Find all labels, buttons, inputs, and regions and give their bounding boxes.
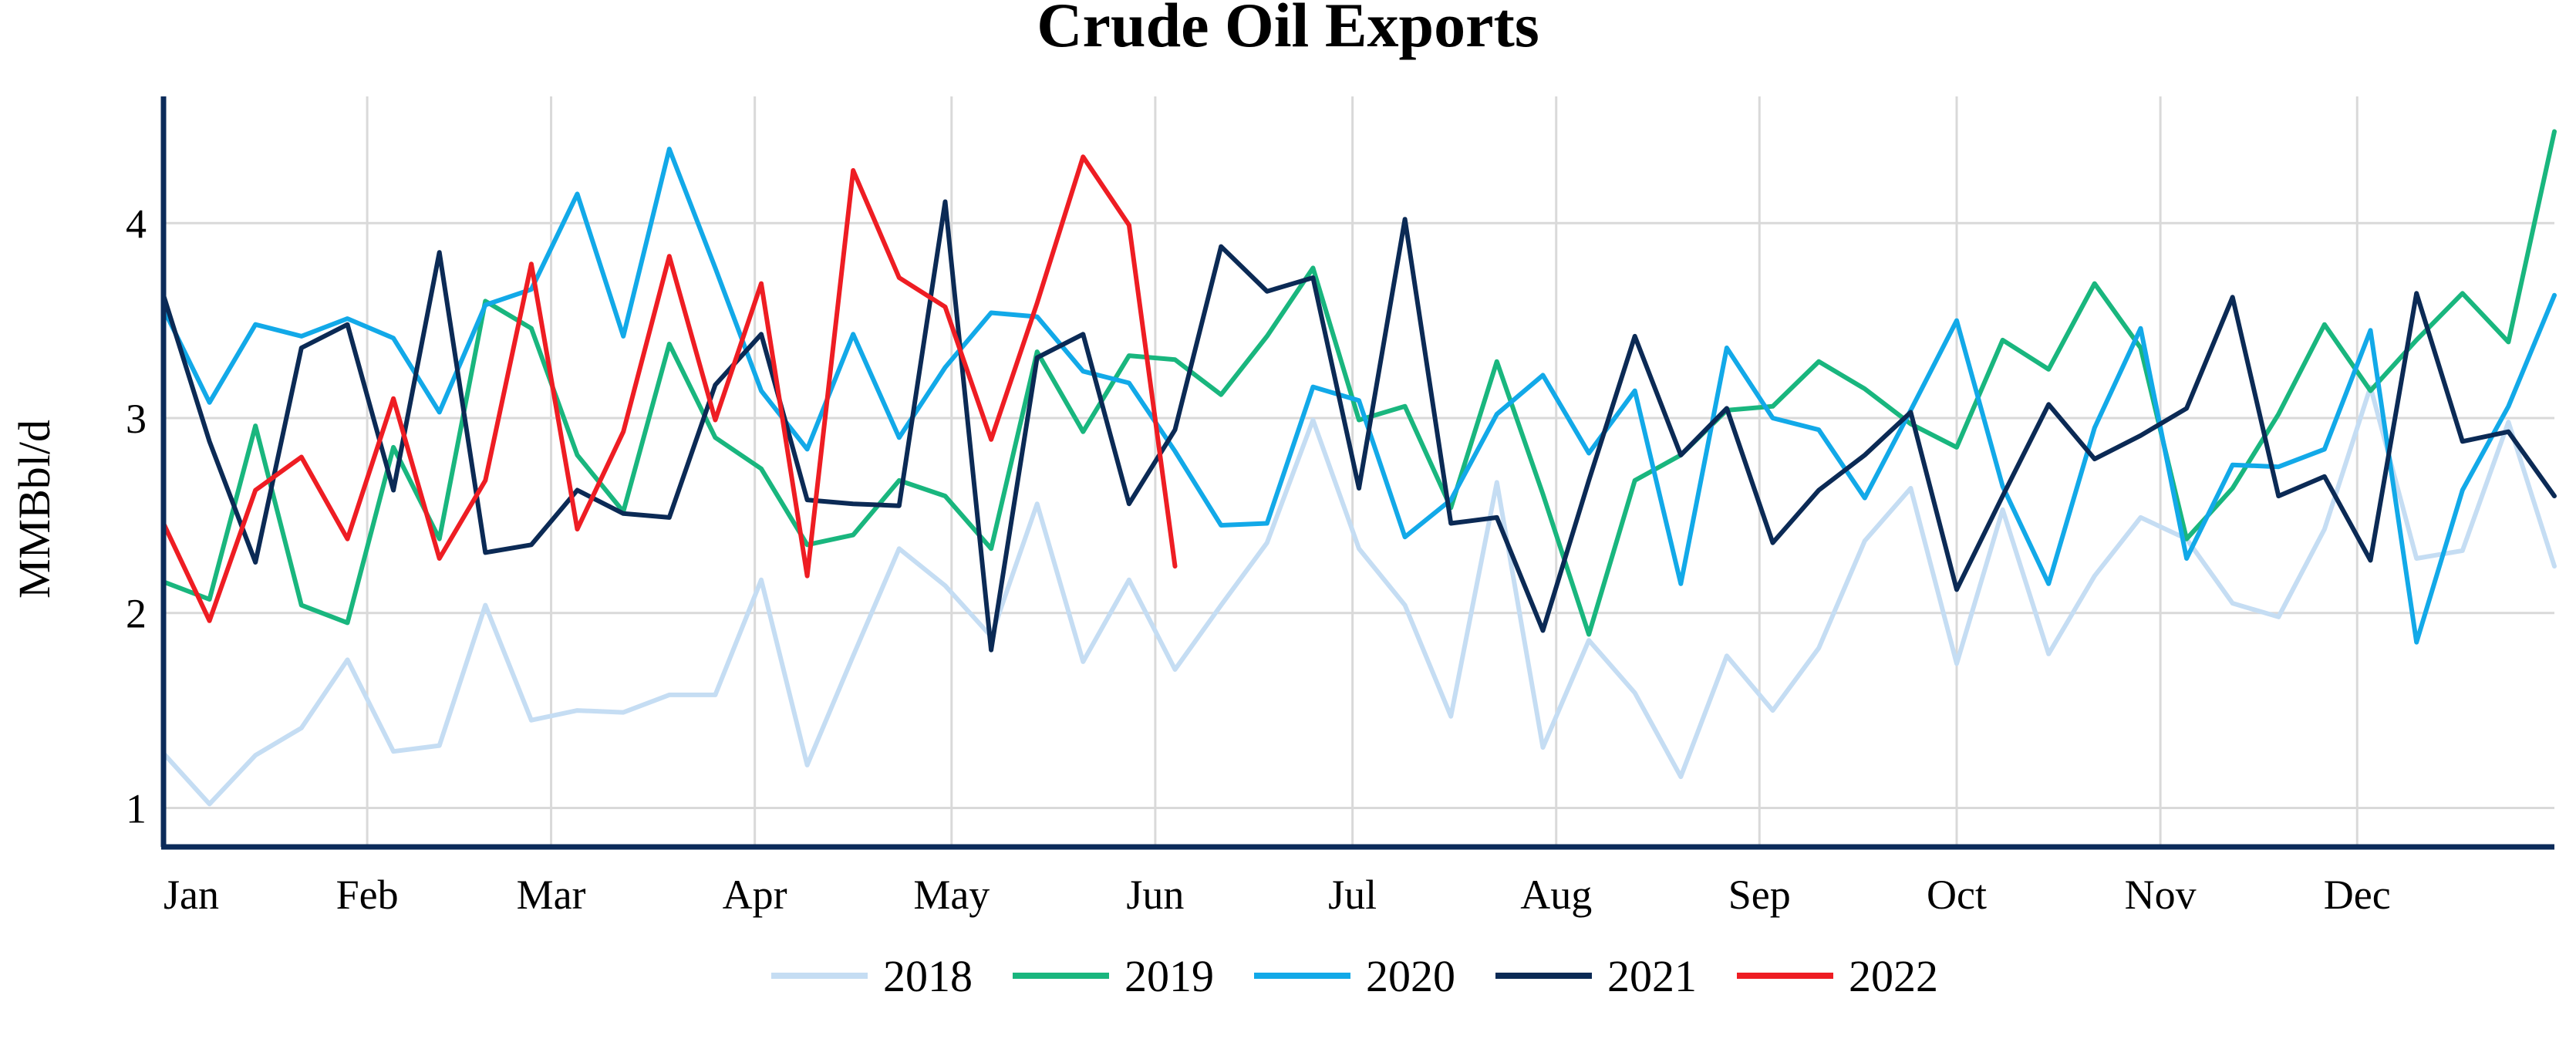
legend-label: 2019 bbox=[1124, 951, 1214, 1001]
legend-item-2021[interactable]: 2021 bbox=[1495, 951, 1697, 1001]
legend-item-2022[interactable]: 2022 bbox=[1737, 951, 1938, 1001]
series-line-2018 bbox=[161, 384, 2557, 807]
series-line-2020 bbox=[161, 147, 2557, 645]
x-tick-label: Dec bbox=[2324, 872, 2391, 918]
legend[interactable]: 2018 2019 2020 2021 2022 bbox=[771, 951, 1938, 1001]
x-tick-label: Oct bbox=[1927, 872, 1987, 918]
x-tick-label: Sep bbox=[1728, 872, 1791, 918]
y-tick-label: 3 bbox=[126, 396, 147, 442]
y-axis-label: MMBbl/d bbox=[9, 420, 59, 599]
legend-label: 2020 bbox=[1366, 951, 1455, 1001]
tick-layer: Jan Feb Mar Apr May Jun Jul Aug Sep Oct Nov Dec 1 2 3 4 bbox=[126, 201, 2391, 918]
x-tick-label: Feb bbox=[336, 872, 399, 918]
x-tick-label: Jun bbox=[1126, 872, 1184, 918]
x-tick-label: Jul bbox=[1328, 872, 1377, 918]
series-line-2021 bbox=[161, 199, 2557, 653]
chart-title: Crude Oil Exports bbox=[1037, 0, 1539, 60]
grid-layer bbox=[164, 96, 2554, 847]
legend-item-2018[interactable]: 2018 bbox=[771, 951, 973, 1001]
series-line-2022 bbox=[161, 154, 1178, 623]
axis-layer bbox=[160, 96, 2554, 850]
x-tick-label: May bbox=[913, 872, 990, 918]
legend-item-2020[interactable]: 2020 bbox=[1254, 951, 1455, 1001]
y-tick-label: 2 bbox=[126, 591, 147, 637]
legend-label: 2022 bbox=[1849, 951, 1938, 1001]
x-tick-label: Mar bbox=[517, 872, 586, 918]
x-tick-label: Apr bbox=[723, 872, 787, 918]
legend-item-2019[interactable]: 2019 bbox=[1013, 951, 1214, 1001]
x-tick-label: Jan bbox=[164, 872, 219, 918]
y-tick-label: 1 bbox=[126, 785, 147, 831]
x-tick-label: Nov bbox=[2125, 872, 2197, 918]
legend-label: 2021 bbox=[1607, 951, 1697, 1001]
y-tick-label: 4 bbox=[126, 201, 147, 247]
series-layer bbox=[161, 129, 2557, 807]
legend-label: 2018 bbox=[883, 951, 973, 1001]
x-tick-label: Aug bbox=[1520, 872, 1592, 918]
